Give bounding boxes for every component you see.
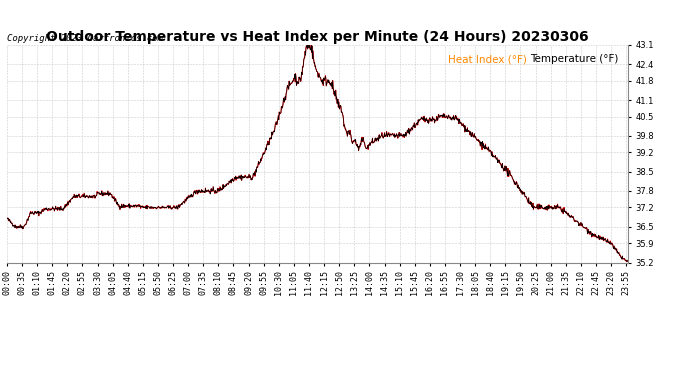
Text: Copyright 2023 Cartronics.com: Copyright 2023 Cartronics.com xyxy=(7,34,163,43)
Title: Outdoor Temperature vs Heat Index per Minute (24 Hours) 20230306: Outdoor Temperature vs Heat Index per Mi… xyxy=(46,30,589,44)
Legend: Heat Index (°F), Temperature (°F): Heat Index (°F), Temperature (°F) xyxy=(444,50,622,69)
